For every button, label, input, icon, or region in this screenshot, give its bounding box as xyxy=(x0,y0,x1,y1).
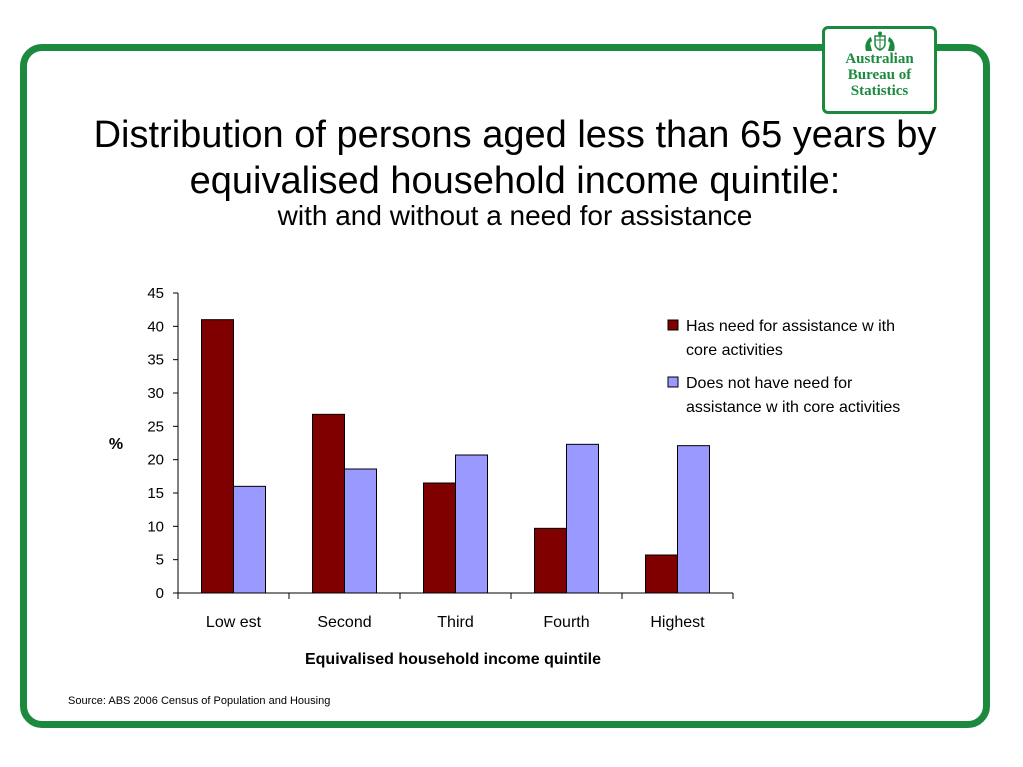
x-tick-label: Low est xyxy=(206,614,262,631)
title-line-2: equivalised household income quintile: xyxy=(189,160,841,202)
bar-need xyxy=(423,482,456,594)
x-tick-label: Highest xyxy=(650,614,705,631)
y-axis-label: % xyxy=(109,436,123,453)
x-axis-label: Equivalised household income quintile xyxy=(305,651,601,668)
x-tick-label: Fourth xyxy=(543,614,589,631)
bar-need xyxy=(534,527,567,594)
legend-label: Has need for assistance w ith core activi… xyxy=(686,318,895,359)
y-tick-label: 45 xyxy=(147,285,164,302)
bar-no-need xyxy=(677,445,710,594)
y-tick-label: 20 xyxy=(147,452,164,469)
page-subtitle: with and without a need for assistance xyxy=(277,200,753,231)
abs-logo: Australian Bureau of Statistics xyxy=(822,26,937,114)
y-tick-label: 30 xyxy=(147,385,164,402)
source-note: Source: ABS 2006 Census of Population an… xyxy=(68,695,331,707)
logo-line-3: Statistics xyxy=(850,83,909,99)
bar-no-need xyxy=(455,454,488,594)
x-tick-label: Third xyxy=(437,614,473,631)
y-tick-label: 15 xyxy=(147,485,164,502)
y-tick-label: 35 xyxy=(147,352,164,369)
bar-need xyxy=(312,413,345,594)
logo-wordmark: Australian Bureau of Statistics xyxy=(825,51,934,99)
y-tick-label: 10 xyxy=(147,518,164,535)
bar-no-need xyxy=(344,468,377,594)
y-tick-label: 25 xyxy=(147,418,164,435)
bar-need xyxy=(645,554,678,594)
x-tick-label: Second xyxy=(317,614,371,631)
coat-of-arms-icon xyxy=(865,31,895,51)
slide-frame xyxy=(20,44,990,728)
logo-line-2: Bureau of xyxy=(847,67,912,83)
y-tick-label: 5 xyxy=(156,552,164,569)
y-tick-label: 40 xyxy=(147,318,164,335)
logo-line-1: Australian xyxy=(845,51,914,67)
title-line-1: Distribution of persons aged less than 6… xyxy=(93,114,937,156)
bar-need xyxy=(201,319,234,594)
legend-swatch xyxy=(667,319,679,331)
legend-label: Does not have need for assistance w ith c… xyxy=(686,375,900,416)
y-tick-label: 0 xyxy=(156,585,164,602)
legend-swatch xyxy=(667,376,679,388)
bar-no-need xyxy=(233,485,266,594)
bar-no-need xyxy=(566,443,599,594)
page-title: Distribution of persons aged less than 6… xyxy=(40,112,990,204)
